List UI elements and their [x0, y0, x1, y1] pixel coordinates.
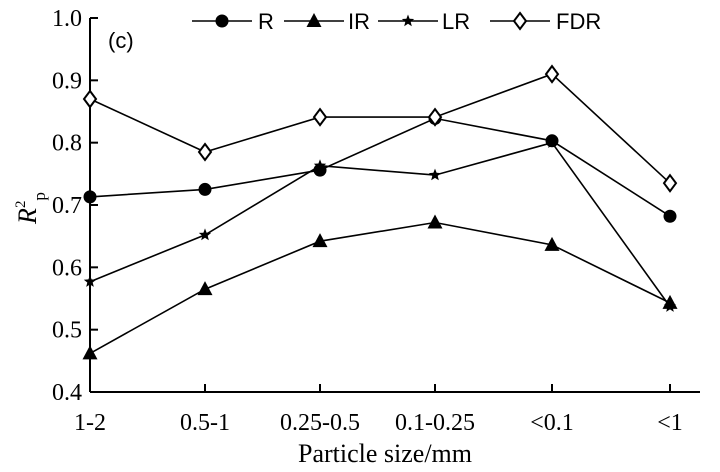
- series-line-ir: [89, 221, 671, 355]
- legend-label-ir: IR: [348, 9, 370, 34]
- data-point-lr: [663, 300, 677, 312]
- data-point-r: [198, 182, 212, 196]
- y-tick-label: 0.4: [52, 380, 82, 406]
- series-r: [83, 111, 677, 223]
- data-point-ir: [427, 214, 443, 229]
- series-fdr: [82, 64, 678, 193]
- data-point-ir: [82, 345, 98, 360]
- data-point-fdr: [662, 173, 678, 193]
- y-tick-label: 0.6: [52, 255, 82, 281]
- legend-entry-r: R: [192, 9, 274, 34]
- axes: 0.4 0.5 0.6 0.7 0.8 0.9 1.0 1-2 0.5-1 0.25-0.5 0.1…: [52, 6, 700, 436]
- x-axis-title: Particle size/mm: [298, 439, 472, 468]
- y-tick-label: 0.7: [52, 193, 82, 219]
- y-tick-label: 1.0: [52, 6, 82, 32]
- y-axis-title-sub: p: [30, 192, 49, 201]
- data-point-lr: [83, 275, 97, 287]
- series-ir: [82, 214, 678, 360]
- y-axis-title-sup: 2: [13, 201, 29, 209]
- y-axis-title: R2p: [13, 192, 49, 225]
- data-point-fdr: [82, 89, 98, 109]
- x-tick-label: <0.1: [530, 410, 574, 436]
- data-point-lr: [313, 159, 327, 171]
- series-lr: [83, 136, 677, 312]
- data-point-ir: [312, 233, 328, 248]
- legend-marker-r: [215, 14, 229, 28]
- series-line-lr: [89, 141, 671, 308]
- x-tick-label: <1: [657, 410, 683, 436]
- legend-entry-fdr: FDR: [490, 9, 601, 34]
- data-point-fdr: [544, 64, 560, 84]
- legend-marker-ir: [306, 13, 322, 27]
- series-layer: [82, 64, 678, 360]
- legend: R IR LR FDR: [192, 9, 601, 34]
- legend-label-lr: LR: [442, 9, 470, 34]
- panel-label: (c): [108, 28, 134, 53]
- legend-label-r: R: [258, 9, 274, 34]
- x-tick-label: 0.1-0.25: [395, 410, 475, 436]
- data-point-fdr: [197, 142, 213, 162]
- x-tick-label: 0.25-0.5: [280, 410, 360, 436]
- x-tick-label: 1-2: [74, 410, 106, 436]
- x-tick-label: 0.5-1: [180, 410, 230, 436]
- legend-marker-lr: [401, 14, 415, 27]
- data-point-lr: [428, 168, 442, 181]
- series-line-fdr: [89, 73, 671, 184]
- legend-label-fdr: FDR: [556, 9, 601, 34]
- y-axis-title-main: R: [13, 208, 42, 225]
- data-point-fdr: [312, 107, 328, 127]
- data-point-lr: [198, 228, 212, 241]
- legend-entry-lr: LR: [378, 9, 470, 34]
- data-point-r: [663, 209, 677, 223]
- series-line-r: [89, 117, 671, 217]
- data-point-ir: [197, 281, 213, 296]
- data-point-r: [83, 190, 97, 204]
- data-point-fdr: [427, 107, 443, 127]
- data-point-lr: [545, 136, 559, 148]
- y-tick-label: 0.9: [52, 68, 82, 94]
- y-tick-label: 0.8: [52, 131, 82, 157]
- legend-marker-fdr: [512, 11, 528, 31]
- legend-entry-ir: IR: [284, 9, 370, 34]
- data-point-ir: [544, 236, 560, 251]
- y-tick-label: 0.5: [52, 318, 82, 344]
